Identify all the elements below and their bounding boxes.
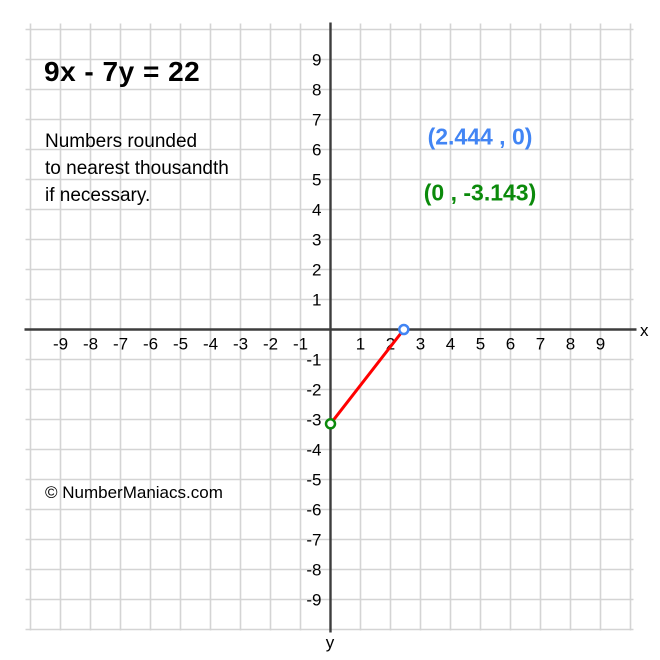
y-tick-label: -2 xyxy=(306,381,321,400)
x-tick-label: -2 xyxy=(263,335,278,354)
x-tick-label: 1 xyxy=(356,335,365,354)
x-tick-label: 2 xyxy=(386,335,395,354)
x-intercept-label: (2.444 , 0) xyxy=(427,123,533,150)
y-tick-label: 7 xyxy=(312,111,321,130)
axis-tick-labels: -9 -8 -7 -6 -5 -4 -3 -2 -1 1 2 3 4 5 6 7 8 9 9 8 7 6 5 4 3 2 1 -1 -2… xyxy=(53,51,605,610)
y-intercept-label: (0 , -3.143) xyxy=(423,179,537,206)
x-tick-label: -4 xyxy=(203,335,218,354)
y-tick-label: -5 xyxy=(306,471,321,490)
x-tick-label: 7 xyxy=(536,335,545,354)
rounding-note-line-1: Numbers rounded xyxy=(45,131,198,152)
rounding-note-line-3: if necessary. xyxy=(45,185,151,206)
y-axis-label: y xyxy=(326,633,335,652)
x-tick-label: 4 xyxy=(446,335,455,354)
y-tick-label: 4 xyxy=(312,201,321,220)
x-tick-label: -8 xyxy=(83,335,98,354)
x-tick-label: -3 xyxy=(233,335,248,354)
x-tick-label: -5 xyxy=(173,335,188,354)
rounding-note-line-2: to nearest thousandth xyxy=(45,158,229,179)
line-segment xyxy=(329,328,406,426)
y-tick-label: 9 xyxy=(312,51,321,70)
x-tick-label: 9 xyxy=(596,335,605,354)
y-tick-label: 1 xyxy=(312,291,321,310)
y-tick-label: 5 xyxy=(312,171,321,190)
y-tick-label: -1 xyxy=(306,351,321,370)
rounding-note: Numbers rounded to nearest thousandth if… xyxy=(45,128,229,209)
y-intercept-point xyxy=(324,418,337,430)
x-tick-label: -7 xyxy=(113,335,128,354)
watermark: © NumberManiacs.com xyxy=(45,483,223,502)
x-axis-label: x xyxy=(640,321,649,340)
x-intercept-point xyxy=(398,323,410,336)
y-tick-label: -4 xyxy=(306,441,321,460)
x-tick-label: 6 xyxy=(506,335,515,354)
y-tick-label: -6 xyxy=(306,501,321,520)
plotted-line-and-points xyxy=(324,323,410,430)
equation-title: 9x - 7y = 22 xyxy=(44,56,201,87)
x-tick-label: -6 xyxy=(143,335,158,354)
y-tick-label: 8 xyxy=(312,81,321,100)
y-tick-label: 3 xyxy=(312,231,321,250)
y-tick-label: -3 xyxy=(306,411,321,430)
y-tick-label: -8 xyxy=(306,561,321,580)
x-tick-label: 5 xyxy=(476,335,485,354)
y-tick-label: -9 xyxy=(306,591,321,610)
x-tick-label: 3 xyxy=(416,335,425,354)
y-tick-label: 2 xyxy=(312,261,321,280)
x-tick-label: -1 xyxy=(293,335,308,354)
y-tick-label: 6 xyxy=(312,141,321,160)
x-tick-label: 8 xyxy=(566,335,575,354)
x-tick-label: -9 xyxy=(53,335,68,354)
y-tick-label: -7 xyxy=(306,531,321,550)
axes xyxy=(24,22,637,633)
